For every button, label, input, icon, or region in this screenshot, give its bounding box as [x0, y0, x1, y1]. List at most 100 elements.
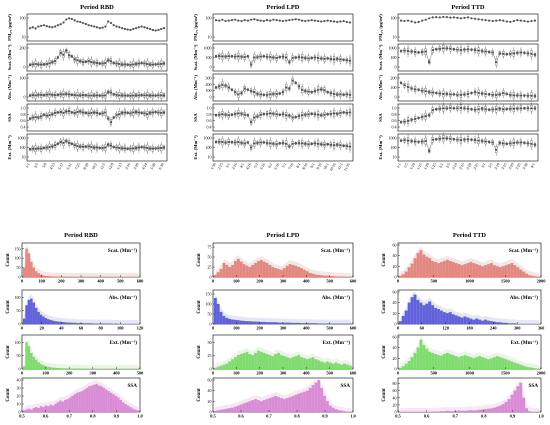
ts-point — [498, 19, 501, 22]
ts-point — [151, 28, 154, 32]
hist-bar — [44, 318, 48, 325]
ts-point — [403, 139, 406, 142]
hist-bar — [297, 355, 301, 370]
hist-bar — [440, 355, 443, 370]
ts-point — [34, 94, 37, 97]
hist-bar — [525, 408, 529, 413]
ts-xtick-label: 4/13 — [49, 162, 56, 170]
hist-bar — [487, 359, 490, 370]
ts-point — [424, 115, 427, 118]
ts-point — [160, 111, 163, 114]
ts-point — [115, 93, 118, 96]
hist-bar — [300, 357, 303, 370]
ts-point — [326, 143, 329, 146]
ts-point — [143, 62, 146, 65]
hist-bar — [105, 389, 108, 413]
hist-bar — [119, 399, 122, 413]
hist-variable-label: Scat. (Mm⁻¹) — [108, 247, 137, 254]
hist-ytick-label: 0 — [210, 410, 212, 415]
ts-panel-frame — [397, 13, 539, 42]
ts-point — [491, 19, 494, 23]
ts-title: Period TTD — [451, 4, 485, 11]
ts-point — [339, 58, 342, 61]
ts-point — [509, 52, 512, 55]
ts-point — [519, 141, 522, 144]
ts-point — [512, 141, 515, 144]
ts-point — [121, 94, 124, 97]
hist-bar — [311, 357, 315, 370]
hist-bar — [274, 268, 278, 278]
ts-point — [237, 140, 240, 144]
ts-point — [259, 55, 262, 58]
ts-xtick-label: 11/1 — [337, 162, 344, 170]
ts-point — [51, 145, 54, 148]
ts-point — [67, 93, 71, 96]
ts-point — [301, 88, 304, 91]
ts-point — [162, 94, 166, 97]
hist-bar — [469, 318, 473, 325]
ts-point — [59, 140, 62, 144]
ts-point — [281, 55, 285, 58]
hist-ytick-label: 0 — [19, 322, 21, 327]
hist-bar — [507, 264, 511, 278]
hist-bar — [121, 402, 125, 413]
ts-point — [126, 94, 129, 97]
hist-bar — [469, 261, 473, 278]
ts-point — [505, 53, 508, 56]
hist-bar — [445, 352, 449, 370]
hist-xtick-label: 400 — [303, 326, 310, 331]
ts-point — [495, 61, 498, 64]
ts-point — [313, 19, 317, 22]
ts-point — [42, 146, 46, 150]
ts-point — [495, 108, 498, 111]
hist-bar — [136, 410, 139, 413]
hist-bar — [39, 314, 43, 325]
ts-point — [399, 121, 403, 124]
ts-point — [262, 55, 265, 58]
ts-point — [495, 19, 498, 22]
ts-ytick-label: 300 — [206, 76, 212, 81]
ts-point — [477, 18, 480, 21]
hist-variable-label: Ext. (Mm⁻¹) — [511, 339, 539, 346]
ts-ytick-label: 0 — [24, 95, 26, 100]
ts-point — [54, 25, 57, 28]
ts-point — [307, 113, 310, 116]
hist-bar — [501, 266, 505, 278]
ts-point — [348, 59, 352, 62]
hist-xtick-label: 600 — [350, 371, 357, 376]
hist-bar — [134, 409, 137, 413]
hist-bar — [114, 395, 118, 413]
hist-bar — [454, 410, 458, 413]
ts-point — [160, 146, 163, 150]
ts-ylabel: Scat. (Mm⁻¹) — [193, 44, 198, 70]
ts-point — [332, 112, 336, 115]
ts-point — [442, 15, 445, 19]
ts-point — [129, 94, 132, 97]
ts-point — [48, 114, 51, 117]
ts-point — [234, 55, 237, 58]
ts-point — [498, 107, 501, 110]
ts-point — [253, 142, 256, 145]
ts-point — [246, 19, 250, 22]
hist-xtick-label: 200 — [256, 371, 263, 376]
hist-bar — [323, 395, 326, 413]
ts-point — [452, 93, 455, 96]
hist-bar — [495, 266, 499, 278]
hist-bar — [251, 400, 255, 413]
ts-point — [345, 111, 348, 114]
ts-point — [326, 19, 329, 22]
hist-bar — [434, 353, 438, 370]
hist-bar — [484, 265, 487, 278]
hist-bar — [519, 269, 523, 278]
hist-bar — [285, 265, 289, 278]
hist-xtick-label: 2000 — [537, 279, 547, 284]
ts-point — [533, 53, 537, 56]
ts-point — [224, 55, 227, 58]
hist-bar — [492, 265, 496, 278]
ts-point — [115, 146, 118, 149]
ts-point — [339, 111, 342, 114]
ts-point — [313, 142, 317, 145]
hist-bar — [37, 407, 40, 413]
ts-ytick-label: 10 — [208, 155, 212, 160]
hist-bar — [398, 275, 402, 278]
